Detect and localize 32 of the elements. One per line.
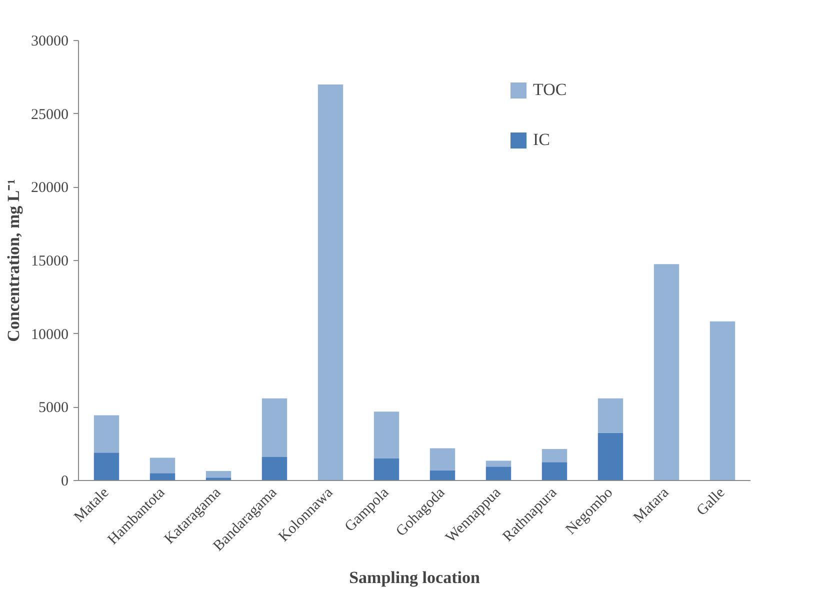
bar	[654, 264, 680, 480]
legend-label: IC	[533, 130, 551, 150]
bar	[206, 470, 232, 478]
bar	[486, 460, 512, 467]
y-tick-label: 10000	[31, 326, 68, 343]
y-tick-label: 15000	[31, 254, 68, 270]
bar	[374, 412, 400, 458]
bar	[262, 457, 288, 480]
bar	[94, 452, 120, 480]
bar	[430, 448, 456, 470]
bar	[542, 448, 568, 462]
x-tick-label: Galle	[694, 484, 728, 520]
bar	[430, 470, 456, 480]
y-tick-label: 25000	[31, 106, 68, 123]
y-tick-label: 30000	[31, 34, 68, 50]
bar	[374, 458, 400, 480]
legend-label: TOC	[533, 80, 567, 100]
bar	[598, 398, 624, 433]
y-tick-label: 5000	[38, 400, 68, 416]
bar	[710, 321, 736, 480]
bar	[486, 466, 512, 480]
bar	[150, 473, 176, 480]
bar	[318, 84, 344, 480]
y-tick-label: 0	[61, 474, 68, 490]
bar	[598, 432, 624, 480]
bar	[94, 415, 120, 453]
bar	[542, 462, 568, 480]
y-axis-title: Concentration, mg L⁻¹	[4, 179, 23, 342]
y-tick-label: 20000	[31, 180, 68, 196]
x-axis-title: Sampling location	[349, 568, 480, 588]
bar	[262, 398, 288, 458]
bar	[150, 458, 176, 474]
